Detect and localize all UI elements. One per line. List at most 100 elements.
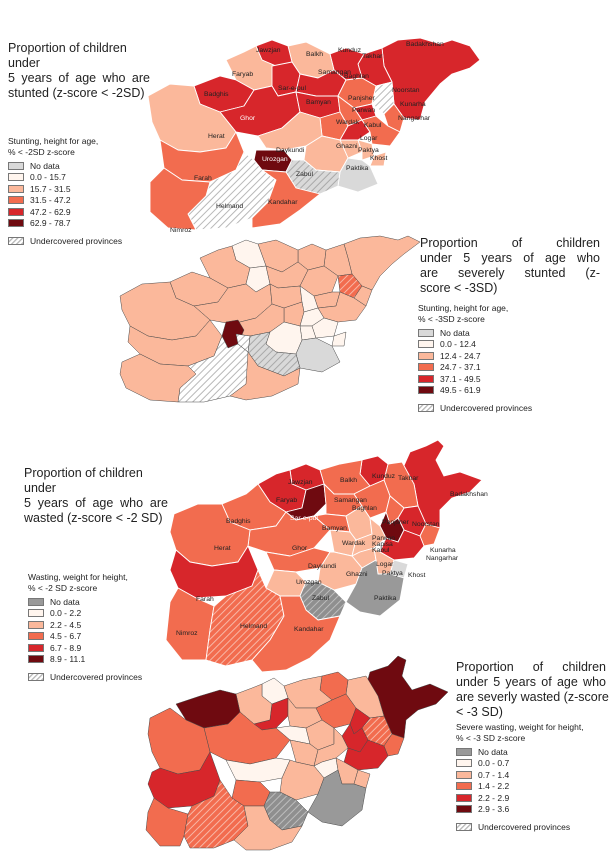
- province-label: Ghor: [240, 115, 256, 122]
- legend-swatch: [28, 632, 44, 641]
- legend-swatch: [456, 747, 472, 756]
- province-label: Nangarhar: [398, 115, 431, 122]
- legend-label: No data: [30, 160, 60, 171]
- province-label: Balkh: [340, 477, 357, 484]
- legend-item: 6.7 - 8.9: [28, 642, 142, 654]
- province-label: Urozgan: [296, 579, 322, 586]
- province-label: Herat: [208, 133, 225, 140]
- title-line: under 5 years of age who: [420, 251, 600, 265]
- legend-label: No data: [478, 746, 508, 757]
- legend-swatch: [28, 655, 44, 664]
- legend-label: 12.4 - 24.7: [440, 350, 481, 361]
- province-label: Helmand: [216, 203, 243, 210]
- legend-swatch: [418, 351, 434, 360]
- map-severely-wasted: [145, 655, 449, 851]
- legend-swatch: [8, 207, 24, 216]
- legend-swatch: [418, 340, 434, 349]
- province-khost: [369, 151, 387, 167]
- legend-item: 0.0 - 0.7: [456, 758, 584, 770]
- province-label: Panjsher: [348, 95, 376, 102]
- legend-label: 0.7 - 1.4: [478, 769, 510, 780]
- legend-item: 31.5 - 47.2: [8, 195, 122, 207]
- title-line: score < -3SD): [420, 281, 498, 295]
- province-nangarhar: [361, 115, 401, 147]
- legend-undercovered: Undercovered provinces: [418, 402, 532, 414]
- legend-swatch: [8, 173, 24, 182]
- map-severely-wasted-title: Proportion of children under 5 years of …: [456, 660, 609, 720]
- province-kandahar: [251, 169, 321, 229]
- legend-label: Undercovered provinces: [440, 402, 533, 413]
- map-wasted-legend: Wasting, weight for height,% < -2 SD z-s…: [28, 572, 142, 683]
- province-paktika: [345, 559, 405, 617]
- province-label: Wardak: [342, 540, 366, 547]
- legend-swatch: [418, 374, 434, 383]
- province-label: Samangan: [334, 497, 367, 504]
- map-severely-stunted-legend: Stunting, height for age,% < -3SD z-scor…: [418, 303, 532, 414]
- province-label: Badghis: [204, 91, 229, 98]
- province-kandahar: [251, 595, 341, 673]
- legend-label: 2.2 - 2.9: [478, 792, 510, 803]
- province-label: Bamyan: [322, 525, 347, 532]
- legend-swatch: [8, 161, 24, 170]
- province-kabul: [339, 119, 371, 141]
- province-khost: [331, 331, 347, 347]
- legend-swatch: [28, 643, 44, 652]
- province-label: Badakhshan: [450, 491, 488, 498]
- province-label: Logar: [376, 561, 394, 568]
- legend-item: 62.9 - 78.7: [8, 218, 122, 230]
- province-paktya: [357, 139, 375, 161]
- province-nimroz: [119, 353, 197, 403]
- legend-item: No data: [418, 327, 532, 339]
- province-label: Faryab: [276, 497, 297, 504]
- legend-label: 0.0 - 12.4: [440, 339, 476, 350]
- map-severely-wasted-legend: Severe wasting, weight for height,% < -3…: [456, 722, 584, 833]
- legend-swatch: [8, 219, 24, 228]
- province-paktika: [307, 769, 367, 827]
- hatch-swatch: [456, 822, 472, 831]
- legend-label: 47.2 - 62.9: [30, 206, 71, 217]
- legend-item: No data: [456, 746, 584, 758]
- legend-item: 1.4 - 2.2: [456, 781, 584, 793]
- title-line: Proportion of children under: [8, 41, 127, 70]
- province-paktika: [295, 337, 341, 373]
- legend-label: 8.9 - 11.1: [50, 654, 86, 665]
- province-label: Balkh: [306, 51, 323, 58]
- province-label: Farah: [194, 175, 212, 182]
- legend-swatch: [456, 782, 472, 791]
- title-line: stunted (z-score < -2SD): [8, 86, 145, 100]
- province-label: Badghis: [226, 518, 251, 525]
- legend-item: No data: [8, 160, 122, 172]
- hatch-swatch: [28, 672, 44, 681]
- province-label: Kunduz: [372, 473, 396, 480]
- legend-item: 0.0 - 12.4: [418, 339, 532, 351]
- title-line: Proportion of children under: [24, 466, 143, 495]
- title-line: 5 years of age who are: [24, 496, 168, 510]
- legend-label: 2.2 - 4.5: [50, 619, 82, 630]
- province-label: Jawzjan: [288, 479, 313, 486]
- province-label: Daykundi: [276, 147, 305, 154]
- province-label: Samangan: [318, 69, 351, 76]
- province-label: Parwan: [372, 535, 395, 542]
- legend-item: 2.2 - 4.5: [28, 619, 142, 631]
- province-label: Nimroz: [176, 630, 198, 637]
- legend-item: 0.7 - 1.4: [456, 769, 584, 781]
- legend-swatch: [28, 609, 44, 618]
- legend-undercovered: Undercovered provinces: [456, 821, 584, 833]
- province-label: Baghlan: [352, 505, 377, 512]
- hatch-swatch: [418, 403, 434, 412]
- province-label: Kandahar: [294, 626, 324, 633]
- legend-swatch: [456, 805, 472, 814]
- legend-label: 62.9 - 78.7: [30, 218, 71, 229]
- legend-swatch: [418, 363, 434, 372]
- legend-item: 4.5 - 6.7: [28, 631, 142, 643]
- legend-label: No data: [440, 327, 470, 338]
- province-paktya: [311, 317, 339, 339]
- title-line: under 5 years of age who: [456, 675, 606, 689]
- province-label: Ghazni: [336, 143, 358, 150]
- hatch-swatch: [8, 236, 24, 245]
- title-line: wasted (z-score < -2 SD): [24, 511, 163, 525]
- legend-title: Severe wasting, weight for height,% < -3…: [456, 722, 584, 743]
- province-label: Kunarha: [430, 547, 456, 554]
- legend-undercovered: Undercovered provinces: [8, 235, 122, 247]
